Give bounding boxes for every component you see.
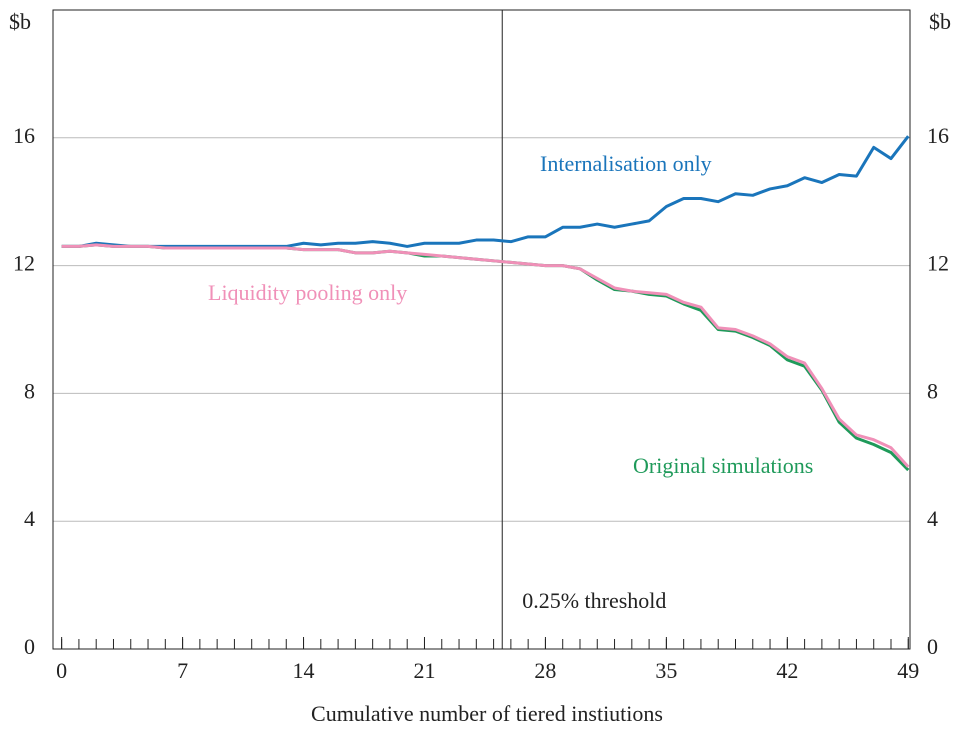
series-label: Original simulations [633, 453, 813, 478]
y2-tick-label: 12 [927, 251, 949, 276]
y-tick-label: 8 [24, 378, 35, 403]
x-tick-label: 28 [534, 658, 556, 683]
y2-tick-label: 0 [927, 634, 938, 659]
y-tick-label: 16 [13, 123, 35, 148]
x-tick-label: 49 [897, 658, 919, 683]
y2-tick-label: 4 [927, 506, 938, 531]
x-axis-label: Cumulative number of tiered instiutions [311, 701, 663, 726]
y2-tick-label: 16 [927, 123, 949, 148]
x-tick-label: 0 [56, 658, 67, 683]
series-label: Liquidity pooling only [208, 280, 407, 305]
series-line [61, 135, 910, 248]
x-tick-label: 35 [655, 658, 677, 683]
y-tick-label: 12 [13, 251, 35, 276]
y-tick-label: 0 [24, 634, 35, 659]
y-tick-label: 4 [24, 506, 35, 531]
x-tick-label: 14 [293, 658, 315, 683]
series-line [61, 243, 910, 468]
series-label: Internalisation only [540, 151, 712, 176]
series-line [61, 243, 910, 472]
threshold-label: 0.25% threshold [522, 588, 666, 613]
plot-frame [52, 9, 911, 650]
y2-tick-label: 8 [927, 378, 938, 403]
y2-axis-label: $b [929, 9, 951, 34]
x-tick-label: 42 [776, 658, 798, 683]
x-tick-label: 21 [413, 658, 435, 683]
y-axis-label: $b [9, 9, 31, 34]
x-tick-label: 7 [177, 658, 188, 683]
